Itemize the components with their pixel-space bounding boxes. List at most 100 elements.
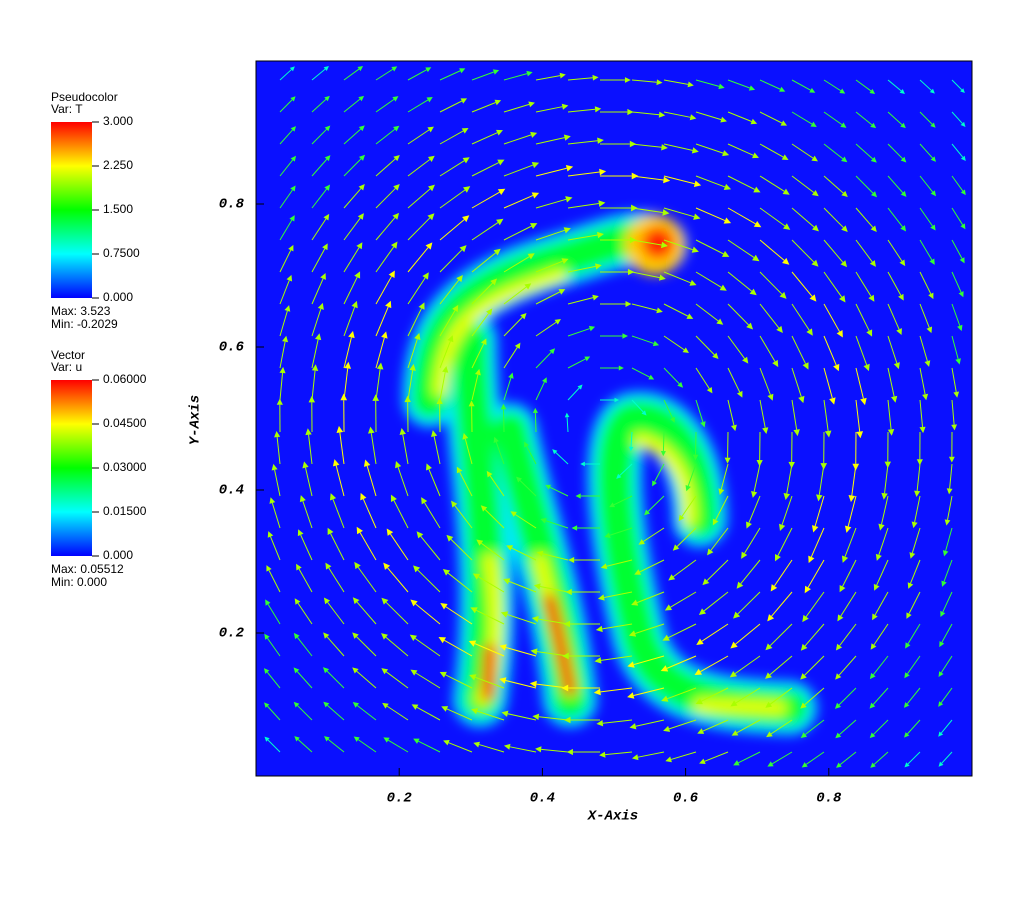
- vector-shaft: [884, 463, 889, 494]
- vector-shaft: [701, 687, 729, 702]
- vector-head: [691, 246, 699, 253]
- vector-head: [442, 366, 449, 373]
- vector-head: [941, 580, 947, 587]
- vector-shaft: [695, 335, 715, 356]
- vector-head: [697, 728, 705, 734]
- vector-shaft: [535, 351, 552, 369]
- vector-shaft: [727, 111, 752, 122]
- vector-head: [689, 279, 697, 286]
- vector-shaft: [606, 559, 633, 567]
- vector-shaft: [947, 495, 953, 520]
- vector-head: [524, 441, 529, 448]
- vector-head: [802, 614, 809, 623]
- vector-head: [480, 505, 488, 512]
- vector-shaft: [604, 591, 633, 598]
- vector-head: [881, 492, 888, 500]
- vector-shaft: [740, 559, 761, 585]
- vector-head: [951, 424, 958, 431]
- vector-shaft: [311, 158, 328, 177]
- vector-head: [324, 184, 331, 191]
- vector-head: [899, 88, 905, 94]
- vector-shaft: [951, 175, 964, 192]
- vector-shaft: [910, 559, 921, 584]
- vector-shaft: [326, 670, 345, 689]
- vector-shaft: [906, 687, 921, 705]
- legend-min: Min: 0.000: [51, 575, 107, 589]
- vector-shaft: [951, 335, 959, 360]
- vector-shaft: [695, 303, 719, 322]
- vector-shaft: [505, 646, 537, 657]
- vector-head: [289, 66, 295, 72]
- vector-head: [447, 335, 454, 343]
- vector-head: [767, 761, 774, 767]
- vector-head: [459, 68, 466, 74]
- vector-head: [565, 196, 573, 203]
- vector-shaft: [951, 399, 955, 425]
- vector-shaft: [311, 339, 319, 369]
- vector-head: [344, 361, 352, 369]
- vector-shaft: [536, 651, 569, 657]
- vector-shaft: [941, 751, 953, 764]
- vector-shaft: [600, 687, 633, 693]
- vector-shaft: [471, 71, 494, 81]
- vector-shaft: [538, 716, 569, 721]
- vector-shaft: [759, 335, 776, 362]
- vector-shaft: [663, 175, 695, 185]
- vector-shaft: [503, 134, 532, 145]
- vector-head: [427, 126, 434, 133]
- vector-head: [869, 260, 876, 267]
- vector-head: [729, 670, 738, 678]
- vector-shaft: [919, 399, 924, 428]
- vector-head: [839, 585, 846, 593]
- vector-head: [293, 667, 300, 674]
- vector-shaft: [704, 751, 729, 762]
- vector-head: [580, 461, 585, 467]
- vector-head: [802, 362, 809, 370]
- vector-head: [554, 319, 561, 325]
- vector-head: [325, 562, 332, 570]
- vector-shaft: [390, 533, 409, 561]
- vector-shaft: [328, 567, 345, 593]
- vector-shaft: [631, 303, 658, 311]
- vector-shaft: [540, 586, 569, 593]
- vector-head: [875, 553, 882, 561]
- vector-head: [672, 544, 680, 551]
- legend-tick-label: 0.03000: [103, 460, 147, 474]
- vector-shaft: [279, 189, 293, 209]
- vector-shaft: [535, 198, 567, 209]
- vector-head: [563, 227, 571, 234]
- vector-shaft: [823, 111, 843, 126]
- vector-shaft: [567, 297, 594, 305]
- vector-shaft: [851, 463, 857, 496]
- vector-shaft: [541, 748, 569, 753]
- vector-head: [552, 449, 558, 455]
- vector-head: [891, 395, 898, 403]
- vector-shaft: [814, 495, 825, 527]
- vector-head: [767, 614, 775, 622]
- vector-shaft: [511, 547, 537, 561]
- vector-shaft: [619, 463, 633, 476]
- vector-shaft: [489, 475, 505, 497]
- vector-head: [656, 79, 663, 86]
- vector-shaft: [791, 367, 802, 398]
- vector-shaft: [476, 609, 505, 625]
- vector-head: [800, 732, 808, 738]
- vector-shaft: [296, 671, 313, 689]
- vector-shaft: [447, 572, 473, 593]
- vector-head: [592, 294, 599, 301]
- vector-shaft: [326, 636, 345, 657]
- vector-head: [900, 225, 907, 232]
- vector-head: [746, 322, 754, 330]
- vector-shaft: [534, 412, 537, 433]
- vector-shaft: [535, 229, 565, 241]
- vector-head: [584, 356, 591, 362]
- vector-head: [390, 494, 397, 503]
- vector-shaft: [311, 218, 327, 241]
- vector-shaft: [535, 381, 545, 401]
- vector-head: [695, 698, 703, 705]
- vector-shaft: [823, 271, 843, 298]
- vector-head: [290, 185, 296, 192]
- vector-shaft: [375, 337, 385, 369]
- vector-head: [308, 395, 316, 403]
- vector-shaft: [471, 102, 496, 113]
